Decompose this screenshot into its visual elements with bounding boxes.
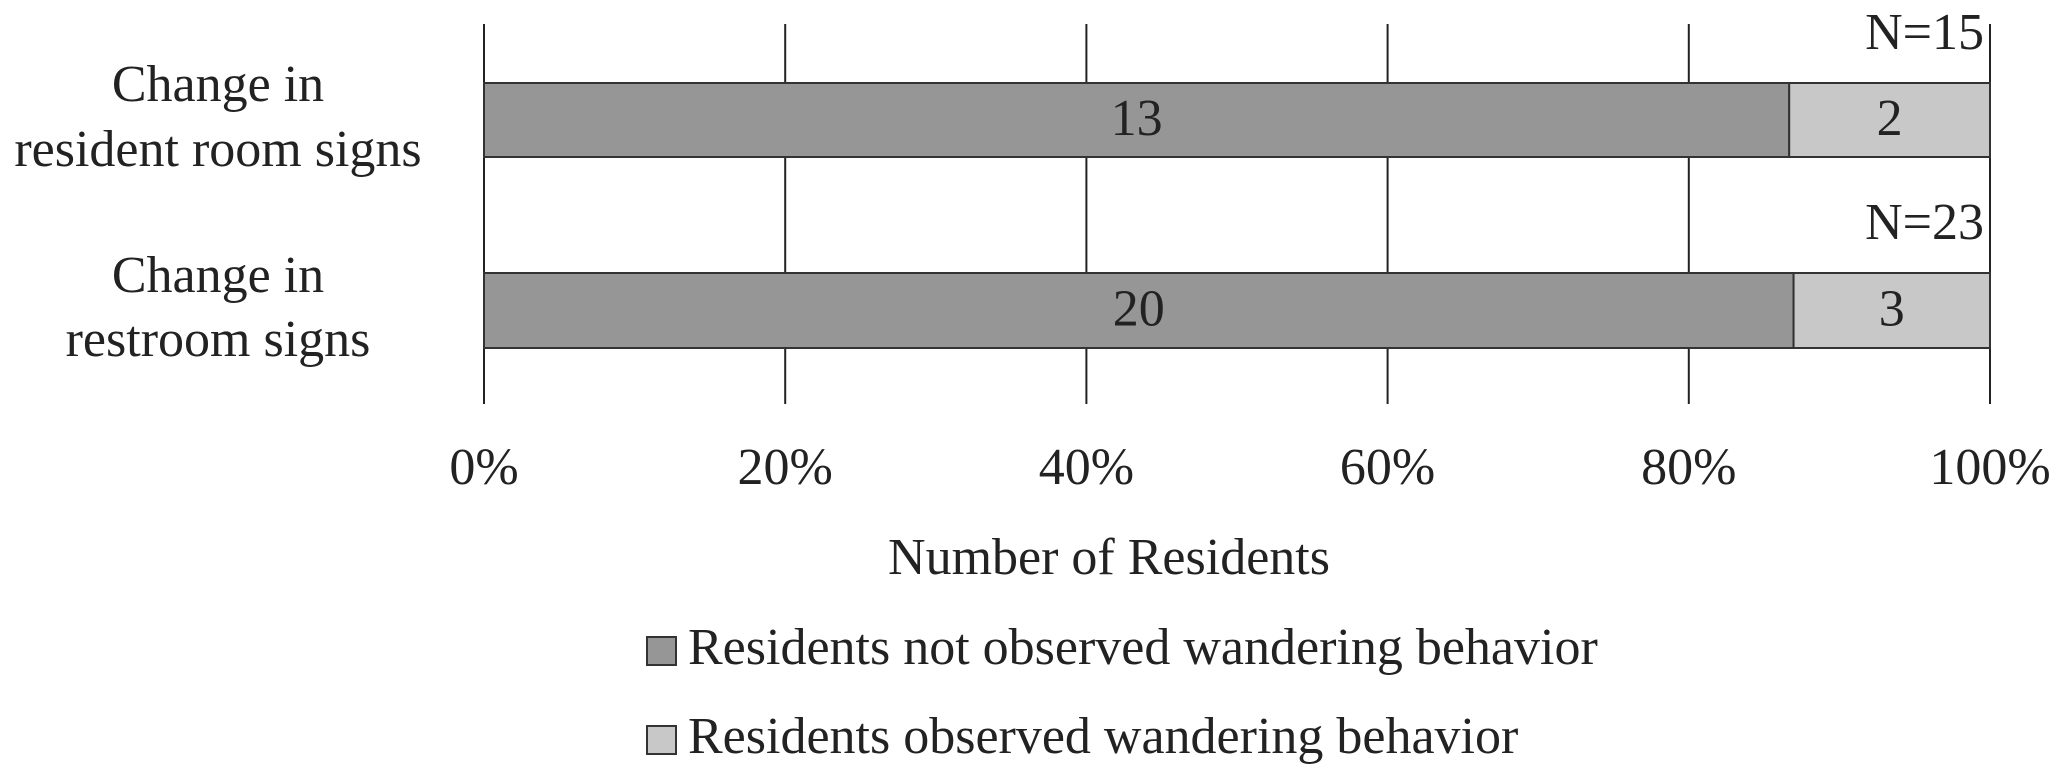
y-tick-label: resident room signs (14, 121, 421, 178)
x-tick-label: 100% (1929, 439, 2050, 496)
legend-swatch (646, 636, 677, 666)
annotation: N=15 (1865, 4, 1984, 61)
data-label: 13 (1111, 90, 1163, 147)
x-tick-label: 40% (1039, 439, 1134, 496)
bar-segment (1788, 82, 1991, 158)
data-label: 20 (1113, 280, 1165, 337)
legend-label: Residents observed wandering behavior (688, 708, 1518, 765)
data-label: 3 (1879, 280, 1905, 337)
data-label: 2 (1877, 90, 1903, 147)
bar-segment (1792, 272, 1991, 349)
bar-segment (483, 82, 1791, 158)
x-tick-label: 20% (738, 439, 833, 496)
legend-label: Residents not observed wandering behavio… (688, 619, 1598, 676)
y-tick-label: Change in (112, 56, 324, 113)
x-tick-label: 60% (1340, 439, 1435, 496)
annotation: N=23 (1865, 194, 1984, 251)
x-tick-label: 0% (449, 439, 518, 496)
y-tick-label: Change in (112, 247, 324, 304)
x-tick-label: 80% (1641, 439, 1736, 496)
y-tick-label: restroom signs (66, 311, 371, 368)
legend-swatch (646, 725, 677, 755)
x-axis-title: Number of Residents (888, 529, 1330, 586)
